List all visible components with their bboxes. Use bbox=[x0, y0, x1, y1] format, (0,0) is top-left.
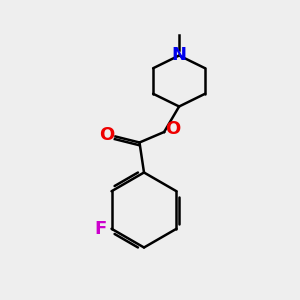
Text: F: F bbox=[94, 220, 106, 238]
Text: N: N bbox=[172, 46, 187, 64]
Text: O: O bbox=[165, 120, 180, 138]
Text: O: O bbox=[100, 126, 115, 144]
